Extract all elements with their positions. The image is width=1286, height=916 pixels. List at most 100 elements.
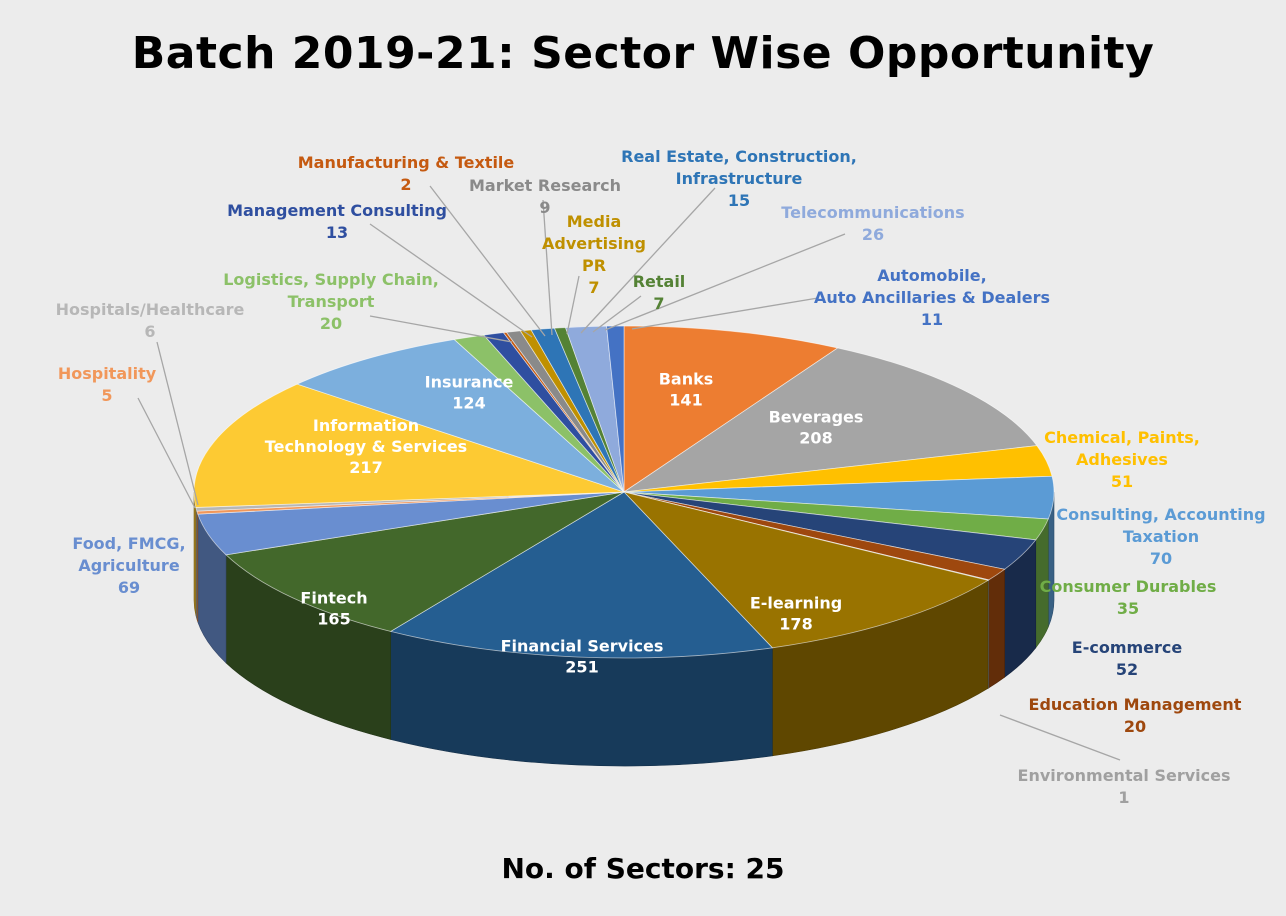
- leader-line-environmental-services: [999, 714, 1121, 761]
- slice-value: 51: [1111, 472, 1133, 491]
- slice-value: 7: [588, 278, 599, 297]
- leader-line-real-estate-construction-infrastructure: [580, 187, 716, 334]
- leader-line-market-research: [542, 199, 553, 336]
- label-beverages: Beverages 208: [769, 408, 864, 448]
- slice-name: E-learning: [750, 594, 842, 613]
- slice-name: Advertising: [542, 234, 646, 253]
- slice-value: 208: [799, 429, 832, 448]
- pie-slice-banks[interactable]: [623, 325, 839, 493]
- slice-name: Consulting, Accounting: [1056, 505, 1265, 524]
- slice-name: Financial Services: [501, 637, 664, 656]
- label-financial-services: Financial Services 251: [501, 637, 664, 677]
- leader-line-telecommunications: [604, 233, 846, 331]
- pie-slice-insurance[interactable]: [296, 339, 625, 493]
- label-food-fmcg-agriculture: Food, FMCG, Agriculture 69: [72, 534, 185, 597]
- slice-name: Information: [313, 416, 419, 435]
- slice-value: 5: [101, 386, 112, 405]
- label-retail: Retail 7: [633, 272, 686, 313]
- slice-name: E-commerce: [1072, 638, 1183, 657]
- label-management-consulting: Management Consulting 13: [227, 201, 447, 242]
- slice-name: Management Consulting: [227, 201, 447, 220]
- slice-name: Automobile,: [877, 266, 986, 285]
- slice-name: Manufacturing & Textile: [298, 153, 515, 172]
- slice-value: 9: [539, 198, 550, 217]
- slice-name: Insurance: [425, 373, 514, 392]
- slice-value: 1: [1118, 788, 1129, 807]
- pie-slice-financial-services[interactable]: [389, 491, 774, 659]
- slice-name: Taxation: [1123, 527, 1199, 546]
- label-insurance: Insurance 124: [425, 373, 514, 413]
- slice-value: 20: [320, 314, 342, 333]
- leader-line-logistics-supply-chain-transport: [369, 315, 513, 343]
- label-information-technology-services: Information Technology & Services 217: [265, 416, 467, 477]
- slice-name: Food, FMCG,: [72, 534, 185, 553]
- slice-name: Fintech: [300, 589, 367, 608]
- leader-line-automobile-auto-ancillaries-dealers: [631, 297, 819, 330]
- slice-name: Environmental Services: [1018, 766, 1231, 785]
- slice-name: Adhesives: [1076, 450, 1168, 469]
- pie-side-education-management: [988, 568, 1005, 689]
- label-manufacturing-textile: Manufacturing & Textile 2: [298, 153, 515, 194]
- slice-value: 251: [565, 658, 598, 677]
- label-e-commerce: E-commerce 52: [1072, 638, 1183, 679]
- label-hospitality: Hospitality 5: [58, 364, 157, 405]
- slice-value: 13: [326, 223, 348, 242]
- slice-name: Technology & Services: [265, 437, 467, 456]
- slice-name: Chemical, Paints,: [1044, 428, 1200, 447]
- label-real-estate-construction-infrastructure: Real Estate, Construction, Infrastructure…: [621, 147, 857, 210]
- slice-name: Media: [567, 212, 622, 231]
- label-consulting-accounting-taxation: Consulting, Accounting Taxation 70: [1056, 505, 1265, 568]
- slice-name: Telecommunications: [781, 203, 964, 222]
- label-e-learning: E-learning 178: [750, 594, 842, 634]
- slice-name: Hospitality: [58, 364, 157, 383]
- slice-value: 70: [1150, 549, 1172, 568]
- pie-slice-fintech[interactable]: [225, 491, 625, 632]
- slice-value: 15: [728, 191, 750, 210]
- slice-name: Education Management: [1029, 695, 1242, 714]
- slice-name: Logistics, Supply Chain,: [223, 270, 439, 289]
- slice-value: 165: [317, 610, 350, 629]
- slice-name: Real Estate, Construction,: [621, 147, 857, 166]
- leader-line-management-consulting: [369, 223, 533, 338]
- pie-slice-beverages[interactable]: [623, 347, 1038, 493]
- pie-slice-information-technology-services[interactable]: [193, 383, 625, 508]
- slice-value: 52: [1116, 660, 1138, 679]
- slice-name: Infrastructure: [676, 169, 803, 188]
- label-chemical-paints-adhesives: Chemical, Paints, Adhesives 51: [1044, 428, 1200, 491]
- slice-value: 7: [653, 294, 664, 313]
- slice-value: 124: [452, 394, 485, 413]
- label-fintech: Fintech 165: [300, 589, 367, 629]
- slice-value: 6: [144, 322, 155, 341]
- slice-value: 26: [862, 225, 884, 244]
- slice-name: Transport: [288, 292, 375, 311]
- label-telecommunications: Telecommunications 26: [781, 203, 964, 244]
- pie-sides: [193, 492, 1055, 767]
- slice-name: Banks: [659, 370, 714, 389]
- leader-line-retail: [592, 295, 642, 333]
- label-automobile-auto-ancillaries-dealers: Automobile, Auto Ancillaries & Dealers 11: [814, 266, 1050, 329]
- slice-name: Consumer Durables: [1040, 577, 1217, 596]
- slice-value: 217: [349, 458, 382, 477]
- slice-value: 35: [1117, 599, 1139, 618]
- slice-value: 2: [400, 175, 411, 194]
- slice-value: 141: [669, 391, 702, 410]
- slice-value: 20: [1124, 717, 1146, 736]
- chart-title: Batch 2019-21: Sector Wise Opportunity: [131, 28, 1155, 79]
- label-consumer-durables: Consumer Durables 35: [1040, 577, 1217, 618]
- pie-slice-e-learning[interactable]: [622, 491, 989, 649]
- slice-name: Beverages: [769, 408, 864, 427]
- pie-side-information-technology-services: [193, 492, 197, 616]
- slice-value: 178: [779, 615, 812, 634]
- pie-top: [193, 325, 1055, 659]
- leader-line-manufacturing-textile: [429, 185, 546, 337]
- leader-line-media-advertising-pr: [566, 275, 580, 335]
- slice-name: Market Research: [469, 176, 621, 195]
- leader-lines: [137, 185, 1121, 761]
- label-environmental-services: Environmental Services 1: [1018, 766, 1231, 807]
- label-banks: Banks 141: [659, 370, 714, 410]
- slice-value: 69: [118, 578, 140, 597]
- leader-line-hospitality: [137, 397, 196, 509]
- label-logistics-supply-chain-transport: Logistics, Supply Chain, Transport 20: [223, 270, 439, 333]
- label-hospitals-healthcare: Hospitals/Healthcare 6: [56, 300, 245, 341]
